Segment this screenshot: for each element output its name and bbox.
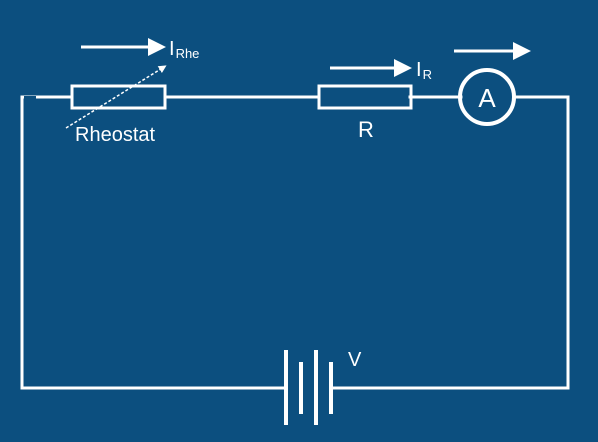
current-resistor-sub: R [423, 67, 432, 82]
wire-left-top [20, 95, 288, 390]
resistor-body [317, 84, 413, 110]
resistor-label: R [358, 117, 374, 142]
current-rheostat-label: IRhe [169, 38, 199, 61]
current-resistor-label: IR [416, 59, 432, 82]
rheostat-body [70, 84, 167, 110]
ammeter-label: A [478, 83, 496, 113]
wire-battery-right [329, 95, 570, 390]
right-arrow-icon [81, 38, 166, 56]
battery-gap [287, 384, 331, 392]
right-arrow-icon [454, 42, 531, 60]
battery [284, 350, 333, 425]
rheostat-variable-arrow [65, 65, 167, 129]
rheostat-label: Rheostat [75, 124, 155, 146]
current-rheostat-sub: Rhe [176, 46, 200, 61]
current-resistor-main: I [416, 59, 422, 81]
right-arrow-icon [330, 59, 412, 77]
ammeter-circle [458, 68, 516, 126]
current-rheostat-main: I [169, 38, 175, 60]
wire-left-stub [24, 96, 36, 99]
voltage-label: V [348, 349, 362, 371]
